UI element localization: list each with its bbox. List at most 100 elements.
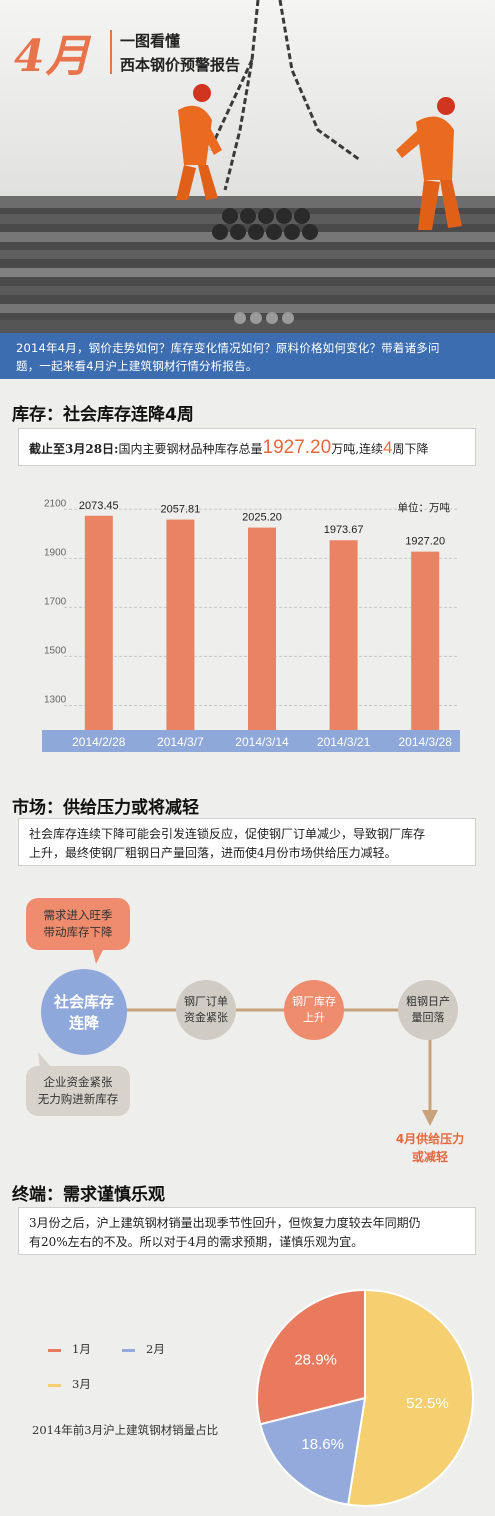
callout-text-2: 万吨,连续 [331, 442, 384, 456]
y-tick-label: 1700 [44, 596, 67, 607]
x-tick-label: 2014/3/14 [235, 735, 289, 749]
result-text: 4月供给压力 或减轻 [380, 1130, 480, 1166]
title-line-2: 西本钢价预警报告 [120, 56, 241, 74]
x-tick-label: 2014/3/21 [317, 735, 371, 749]
demand-heading: 终端：需求谨慎乐观 [12, 1185, 165, 1205]
bottom-bubble-line-2: 无力购进新库存 [37, 1092, 119, 1106]
node-2-line-2: 上升 [303, 1011, 325, 1024]
node-2: 钢厂库存 上升 [284, 994, 344, 1026]
callout-text-3: 周下降 [392, 442, 429, 456]
legend-swatch-mar [48, 1384, 61, 1387]
pie-slice-label: 28.9% [294, 1351, 337, 1368]
hero-banner: 4月 一图看懂 西本钢价预警报告 [0, 0, 495, 333]
node-3-shape [398, 980, 458, 1040]
result-line-2: 或减轻 [411, 1150, 448, 1164]
y-tick-label: 1500 [44, 645, 67, 656]
x-tick-label: 2014/3/28 [399, 735, 453, 749]
node-3-line-2: 量回落 [411, 1011, 445, 1024]
arrow-down-icon [422, 1110, 438, 1126]
bottom-bubble-shape [26, 1066, 130, 1116]
y-tick-label: 1900 [44, 547, 67, 558]
intro-line-2: 题，一起来看4月沪上建筑钢材行情分析报告。 [16, 359, 258, 373]
node-3: 粗钢日产 量回落 [398, 994, 458, 1026]
title-line-1: 一图看懂 [120, 32, 181, 50]
legend-swatch-feb [122, 1349, 135, 1352]
legend-swatch-jan [48, 1349, 61, 1352]
main-node-line-1: 社会库存 [53, 993, 114, 1011]
bar-value-label: 1973.67 [324, 524, 364, 536]
y-tick-label: 2100 [44, 498, 67, 509]
bar [84, 515, 113, 730]
top-bubble-line-2: 带动库存下降 [43, 925, 113, 939]
title-divider [110, 30, 112, 74]
flow-diagram [26, 898, 458, 1126]
bottom-bubble: 企业资金紧张 无力购进新库存 [26, 1074, 130, 1108]
bar-value-label: 2073.45 [79, 500, 119, 512]
legend-label-jan: 1月 [72, 1342, 91, 1356]
bottom-bubble-tail [38, 1052, 52, 1068]
inventory-callout: 截止至3月28日:国内主要钢材品种库存总量1927.20万吨,连续4周下降 [18, 428, 476, 466]
bar [411, 551, 440, 730]
chart-bars [84, 515, 440, 730]
legend-label-mar: 3月 [72, 1377, 91, 1391]
demand-callout: 3月份之后，沪上建筑钢材销量出现季节性回升，但恢复力度较去年同期仍 有20%左右… [18, 1207, 476, 1255]
main-node-line-2: 连降 [68, 1014, 99, 1032]
bar [329, 540, 358, 730]
x-axis-band [42, 730, 460, 752]
pie-slice [259, 1396, 367, 1506]
node-1-line-1: 钢厂订单 [184, 995, 228, 1008]
pie-labels: 52.5% 18.6% 28.9% [294, 1351, 448, 1453]
inventory-callout-text: 截止至3月28日:国内主要钢材品种库存总量1927.20万吨,连续4周下降 [29, 437, 429, 459]
pie-slice-label: 52.5% [406, 1395, 449, 1412]
legend-label-feb: 2月 [146, 1342, 165, 1356]
market-callout-line-1: 社会库存连续下降可能会引发连锁反应，促使钢厂订单减少，导致钢厂库存 [29, 827, 426, 841]
market-callout: 社会库存连续下降可能会引发连锁反应，促使钢厂订单减少，导致钢厂库存 上升，最终使… [18, 818, 476, 866]
main-node-shape [41, 969, 127, 1055]
bar-value-label: 2057.81 [161, 504, 201, 516]
pie-caption: 2014年前3月沪上建筑钢材销量占比 [32, 1423, 219, 1437]
pie-slice [346, 1288, 475, 1507]
callout-prefix: 截止至3月28日: [29, 442, 119, 456]
worker-left [176, 84, 222, 200]
pie-slice [256, 1288, 366, 1426]
intro-line-1: 2014年4月，钢价走势如何？库存变化情况如何？原料价格如何变化？带着诸多问 [16, 341, 440, 355]
x-tick-label: 2014/3/7 [157, 735, 204, 749]
x-tick-label: 2014/2/28 [72, 735, 126, 749]
bar-value-label: 1927.20 [405, 536, 445, 548]
y-tick-label: 1300 [44, 694, 67, 705]
callout-value: 1927.20 [262, 437, 332, 458]
callout-weeks: 4 [383, 438, 393, 457]
result-line-1: 4月供给压力 [395, 1132, 465, 1146]
pipe-ends [212, 208, 318, 324]
pie-slice-label: 18.6% [301, 1436, 344, 1453]
market-heading: 市场：供给压力或将减轻 [12, 798, 199, 818]
bar [248, 527, 276, 730]
node-1: 钢厂订单 资金紧张 [176, 994, 236, 1026]
top-bubble-tail [92, 948, 104, 964]
bar-value-label: 2025.20 [242, 512, 282, 524]
node-1-shape [176, 980, 236, 1040]
value-labels: 2073.45 2057.81 2025.20 1973.67 1927.20 [79, 500, 445, 548]
node-1-line-2: 资金紧张 [184, 1011, 228, 1024]
unit-label: 单位：万吨 [398, 501, 451, 514]
top-bubble-line-1: 需求进入旺季 [43, 908, 113, 922]
bar [166, 519, 195, 730]
demand-callout-line-2: 有20%左右的不及。所以对于4月的需求预期，谨慎乐观为宜。 [29, 1235, 364, 1249]
pie-slices [256, 1288, 475, 1507]
x-axis-labels: 2014/2/28 2014/3/7 2014/3/14 2014/3/21 2014/… [72, 735, 452, 749]
node-3-line-1: 粗钢日产 [406, 995, 450, 1008]
month-title: 4月 [14, 31, 91, 82]
worker-right [396, 97, 462, 230]
top-bubble-shape [26, 898, 130, 950]
callout-text-1: 国内主要钢材品种库存总量 [118, 442, 263, 456]
crane-chains [208, 0, 361, 191]
node-2-line-1: 钢厂库存 [292, 995, 336, 1008]
market-callout-line-2: 上升，最终使钢厂粗钢日产量回落，进而使4月份市场供给压力减轻。 [29, 846, 397, 860]
hero-photo [0, 0, 495, 333]
intro-band: 2014年4月，钢价走势如何？库存变化情况如何？原料价格如何变化？带着诸多问 题… [0, 333, 495, 379]
pie-chart: 52.5% 18.6% 28.9% [256, 1288, 475, 1507]
node-2-shape [284, 980, 344, 1040]
demand-callout-line-1: 3月份之后，沪上建筑钢材销量出现季节性回升，但恢复力度较去年同期仍 [29, 1216, 421, 1230]
bottom-bubble-line-1: 企业资金紧张 [43, 1075, 113, 1089]
